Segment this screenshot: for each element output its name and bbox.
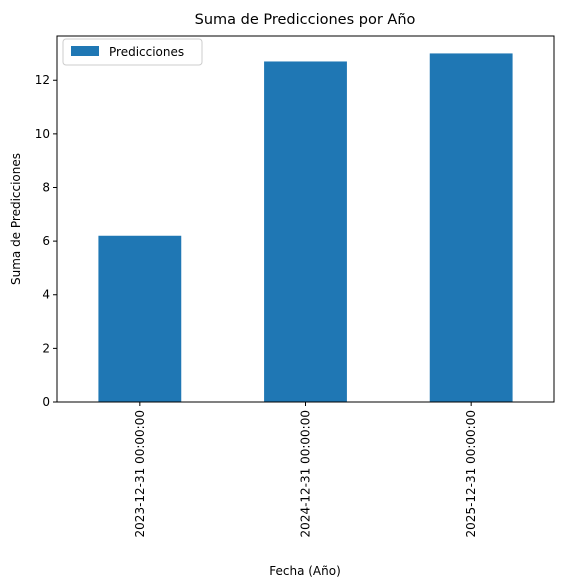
- y-tick-label: 12: [35, 73, 50, 87]
- y-tick-label: 8: [42, 180, 50, 194]
- legend-frame: [62, 38, 203, 66]
- bars-group: [98, 53, 513, 403]
- x-tick-label: 2023-12-31 00:00:00: [133, 410, 147, 537]
- bar-3: [429, 53, 513, 403]
- y-tick-label: 2: [42, 341, 50, 355]
- y-axis-label: Suma de Predicciones: [9, 153, 23, 285]
- bar-1: [98, 235, 182, 402]
- chart-title: Suma de Predicciones por Año: [195, 12, 416, 28]
- y-tick-label: 0: [42, 395, 50, 409]
- legend: Predicciones: [62, 38, 203, 66]
- legend-label: Predicciones: [109, 45, 184, 59]
- bar-2: [264, 61, 347, 402]
- x-tick-label: 2024-12-31 00:00:00: [299, 410, 313, 537]
- x-tick-label: 2025-12-31 00:00:00: [464, 410, 478, 537]
- x-axis: 2023-12-31 00:00:00 2024-12-31 00:00:00 20…: [133, 402, 478, 537]
- y-tick-label: 4: [42, 288, 50, 302]
- x-axis-label: Fecha (Año): [269, 564, 341, 578]
- y-tick-label: 10: [35, 127, 50, 141]
- legend-swatch: [71, 46, 99, 56]
- y-axis: 0 2 4 6 8 10 12: [35, 73, 57, 409]
- y-tick-label: 6: [42, 234, 50, 248]
